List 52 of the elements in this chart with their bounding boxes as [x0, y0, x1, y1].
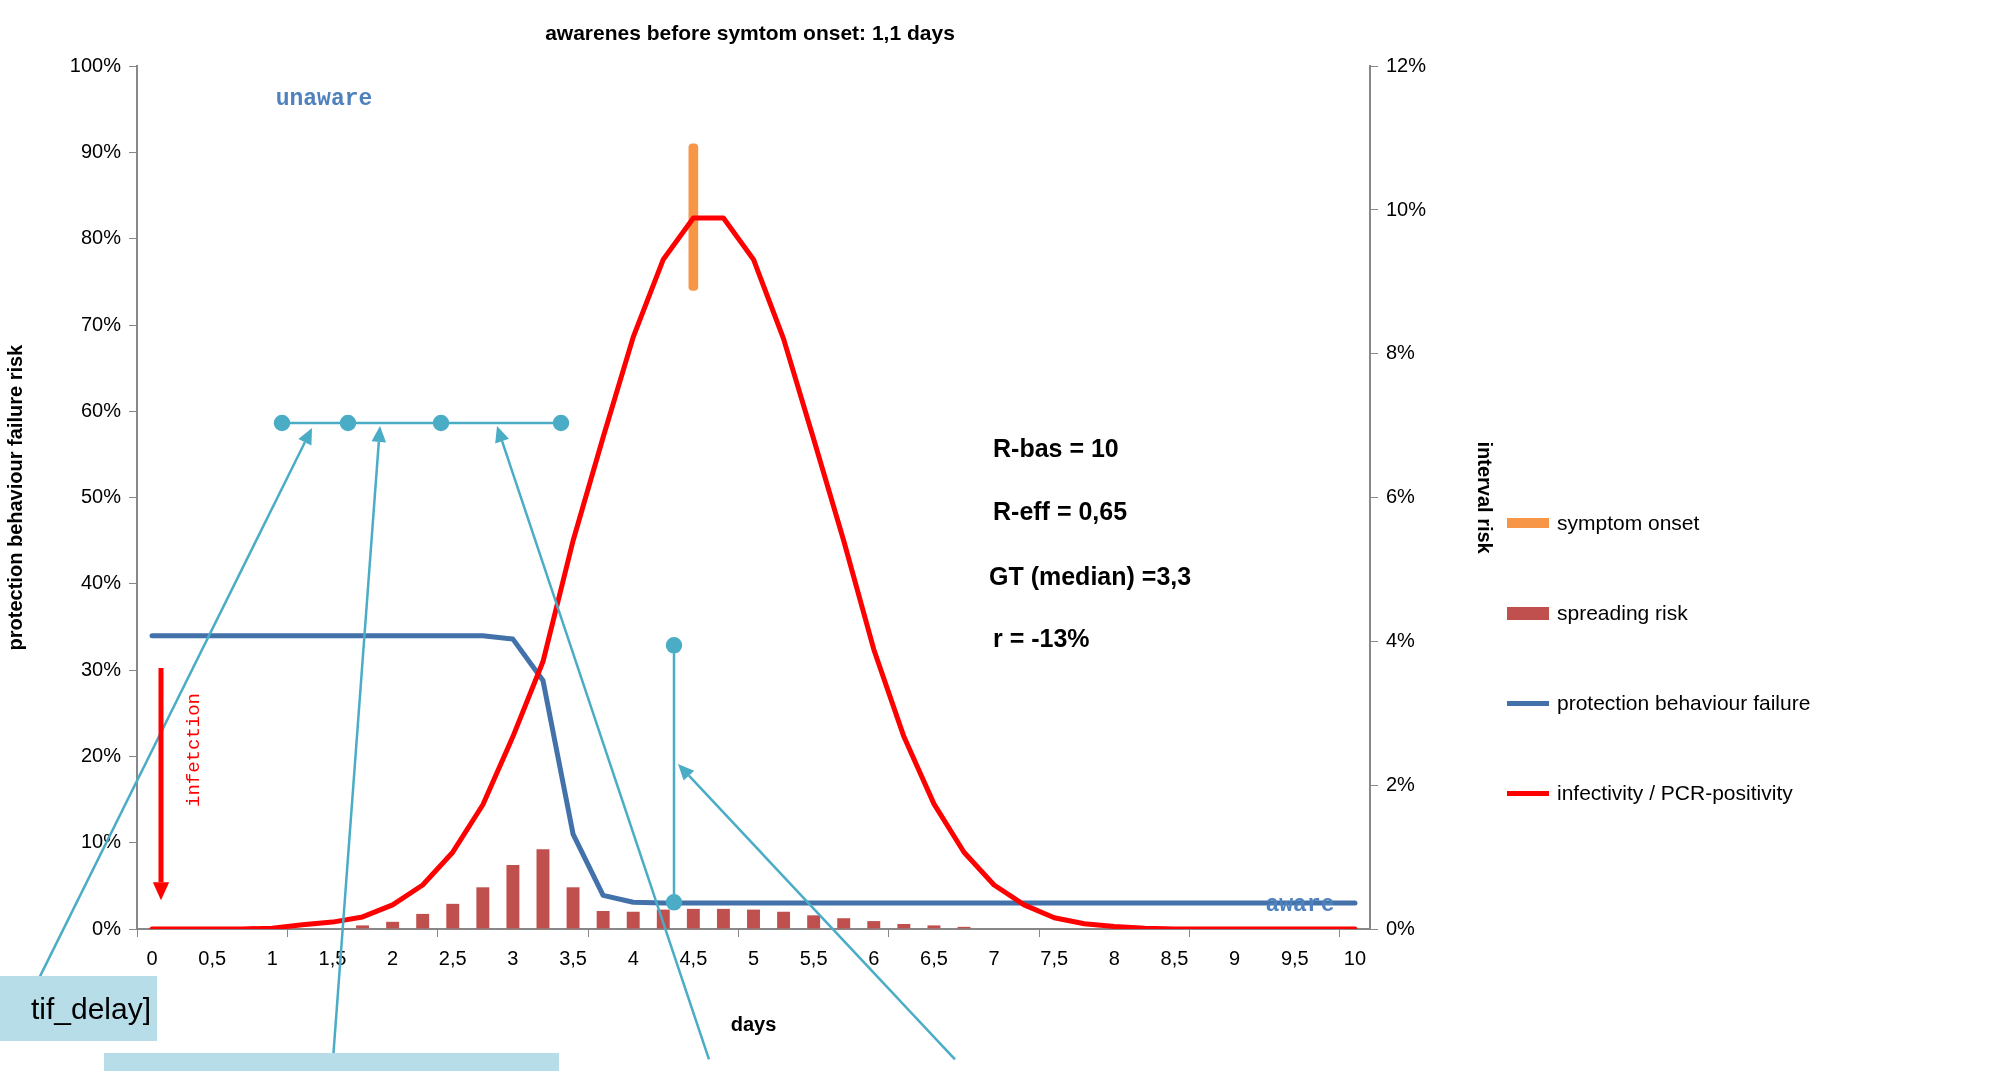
x-tick-label: 7,5 [1040, 946, 1069, 969]
x-tick-label: 10 [1343, 946, 1367, 969]
x-tick-label: 0,5 [198, 946, 227, 969]
y-tick-label: 30% [80, 657, 122, 680]
y2-axis-title: interval risk [1474, 441, 1497, 555]
y-tick-label: 40% [80, 571, 122, 594]
y-tick-label: 50% [80, 485, 122, 508]
y-tick-label: 0% [92, 916, 122, 939]
annotation: R-bas = 10 [993, 433, 1119, 463]
annotation: infetction [183, 693, 205, 808]
x-tick-label: 8,5 [1160, 946, 1189, 969]
label-box: tif_delay] [0, 976, 157, 1041]
chart-title: awarenes before symtom onset: 1,1 days [545, 21, 955, 45]
y-tick-label: 100% [69, 53, 122, 76]
x-tick-label: 5 [747, 946, 760, 969]
x-tick-label: 3 [507, 946, 519, 969]
x-tick-label: 2,5 [438, 946, 467, 969]
y2-tick-label: 10% [1386, 197, 1427, 220]
y-tick-label: 90% [80, 140, 122, 162]
x-tick-label: 6,5 [920, 946, 948, 969]
x-tick-label: 1 [266, 946, 278, 969]
x-tick-label: 5,5 [799, 946, 828, 969]
annotation: GT (median) =3,3 [989, 561, 1192, 591]
legend-label: symptom onset [1557, 511, 1700, 535]
x-tick-label: 2 [387, 946, 399, 969]
legend-label: infectivity / PCR-positivity [1557, 781, 1793, 805]
x-tick-label: 0 [146, 946, 158, 969]
x-tick-label: 8 [1108, 946, 1120, 969]
y2-tick-label: 0% [1386, 916, 1416, 939]
y-tick-label: 80% [80, 226, 122, 249]
y2-tick-label: 2% [1386, 772, 1416, 795]
y-tick-label: 60% [80, 398, 122, 421]
y-tick-label: 70% [80, 312, 122, 335]
annotation: r = -13% [993, 623, 1090, 653]
y2-tick-label: 12% [1386, 53, 1427, 76]
x-tick-label: 9 [1229, 946, 1241, 969]
x-tick-label: 3,5 [559, 946, 587, 969]
x-tick-label: 7 [988, 946, 1000, 969]
x-tick-label: 4 [627, 946, 639, 969]
x-tick-label: 9,5 [1280, 946, 1309, 969]
x-tick-label: 6 [868, 946, 880, 969]
legend-label: spreading risk [1557, 601, 1688, 625]
y2-tick-label: 4% [1386, 628, 1416, 651]
x-tick-label: 4,5 [679, 946, 708, 969]
x-axis-title: days [730, 1012, 777, 1035]
y-tick-label: 20% [80, 743, 122, 766]
legend-label: protection behaviour failure [1557, 691, 1811, 715]
annotation: R-eff = 0,65 [993, 496, 1128, 526]
y-axis-title: protection behaviour failure risk [3, 343, 26, 651]
y2-tick-label: 6% [1386, 485, 1416, 508]
y2-tick-label: 8% [1386, 341, 1416, 364]
annotation: unaware [275, 85, 373, 112]
